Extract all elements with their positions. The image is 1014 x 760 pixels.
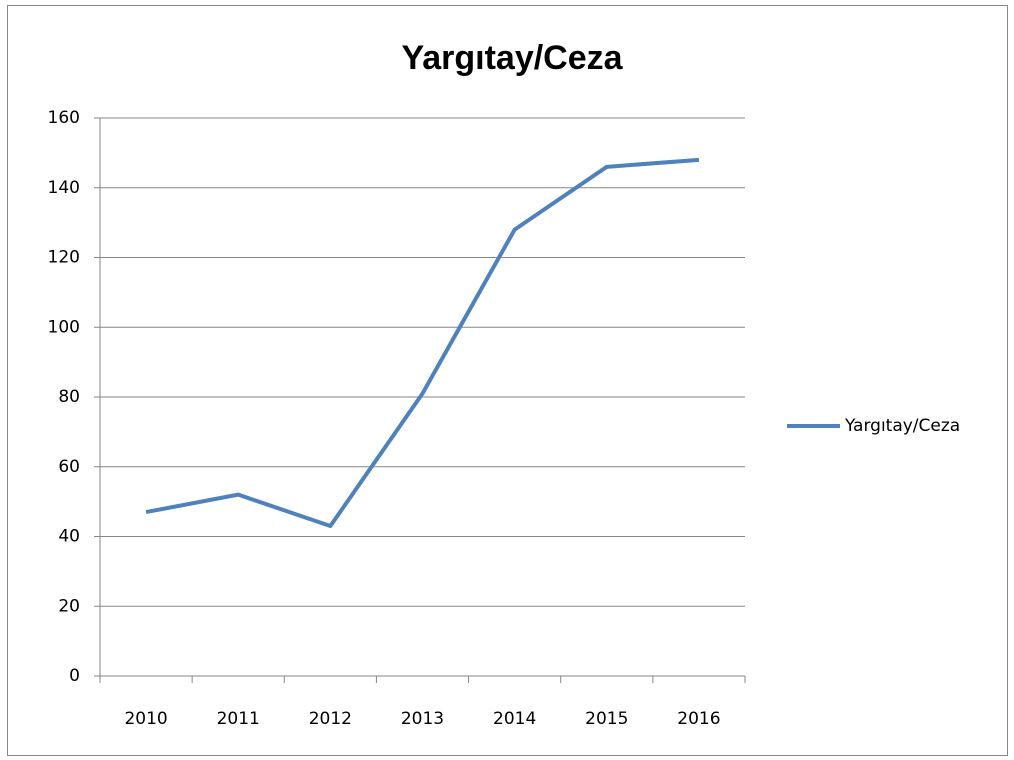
x-tick-label: 2014 <box>493 709 536 729</box>
y-tick-label: 80 <box>58 387 80 407</box>
x-tick-label: 2016 <box>677 709 720 729</box>
x-tick-label: 2011 <box>217 709 260 729</box>
y-tick-label: 60 <box>58 457 80 477</box>
data-line <box>145 157 700 529</box>
legend-label: Yargıtay/Ceza <box>844 416 960 436</box>
y-tick-label: 120 <box>48 248 80 268</box>
y-tick-label: 0 <box>69 666 80 686</box>
x-tick-label: 2010 <box>124 709 167 729</box>
y-tick-label: 140 <box>48 178 80 198</box>
y-tick-label: 100 <box>48 317 80 337</box>
chart-border <box>7 5 1008 756</box>
chart-title: Yargıtay/Ceza <box>401 39 623 77</box>
x-tick-label: 2012 <box>309 709 352 729</box>
y-tick-label: 20 <box>58 596 80 616</box>
y-tick-label: 160 <box>48 108 80 128</box>
x-tick-label: 2015 <box>585 709 628 729</box>
x-tick-label: 2013 <box>401 709 444 729</box>
y-tick-label: 40 <box>58 527 80 547</box>
